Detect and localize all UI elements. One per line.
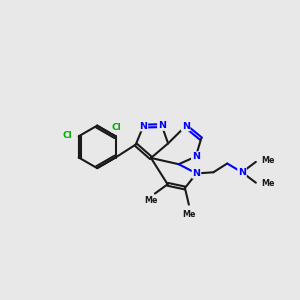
Text: N: N — [182, 122, 190, 130]
Text: N: N — [193, 169, 200, 178]
Text: N: N — [192, 152, 200, 161]
Text: Me: Me — [261, 157, 274, 166]
Text: N: N — [140, 122, 147, 130]
Text: Cl: Cl — [112, 123, 122, 132]
Text: Me: Me — [261, 179, 274, 188]
Text: Me: Me — [145, 196, 158, 205]
Text: Me: Me — [182, 210, 196, 219]
Text: N: N — [158, 121, 166, 130]
Text: Cl: Cl — [63, 131, 73, 140]
Text: N: N — [238, 168, 246, 177]
